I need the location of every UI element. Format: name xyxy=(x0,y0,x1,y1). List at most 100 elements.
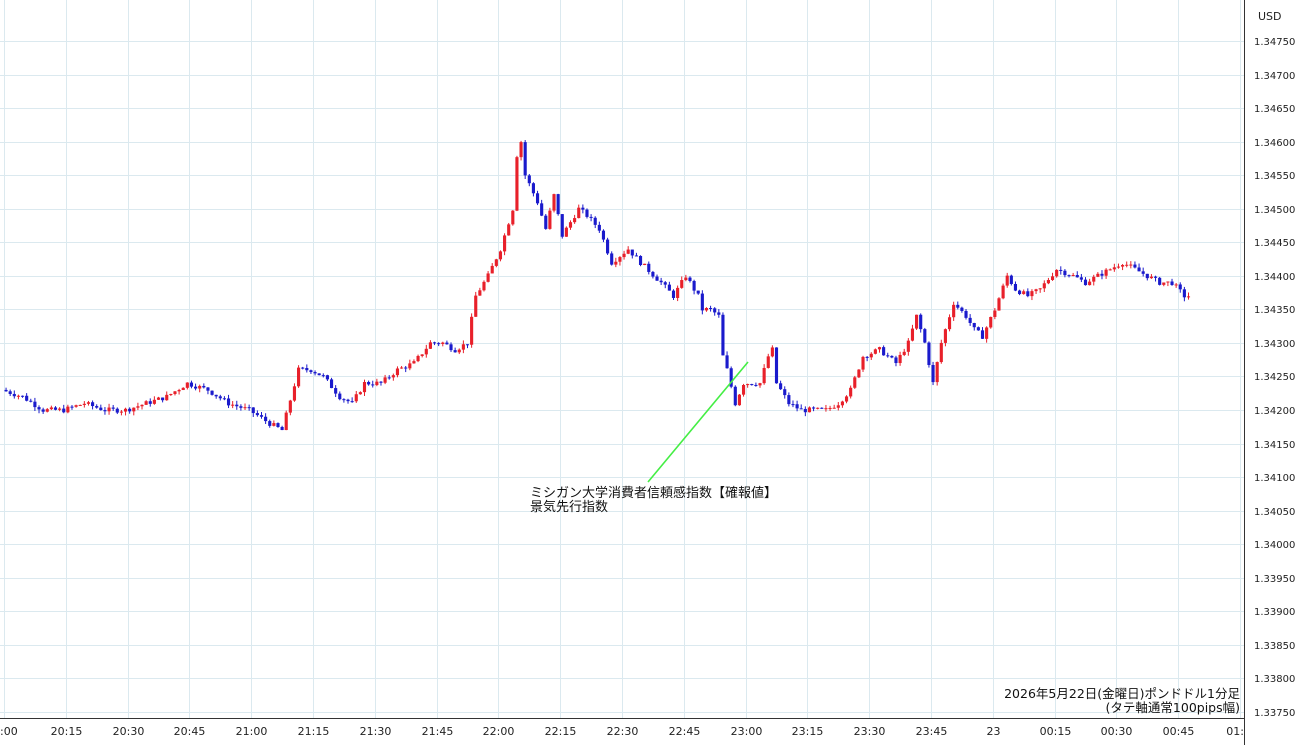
candle-up xyxy=(1005,275,1009,286)
y-tick-label: 1.33750 xyxy=(1254,708,1295,719)
candle-down xyxy=(350,401,354,403)
candle-up xyxy=(840,401,844,406)
candle-up xyxy=(762,367,766,384)
candle-up xyxy=(375,381,379,386)
candle-up xyxy=(1121,265,1125,267)
candle-down xyxy=(62,408,66,413)
candle-down xyxy=(638,255,643,266)
candle-up xyxy=(643,263,647,266)
candle-up xyxy=(997,298,1001,311)
candle-up xyxy=(849,387,853,397)
candle-down xyxy=(754,384,758,386)
candle-down xyxy=(968,317,972,323)
candle-up xyxy=(461,344,465,350)
candle-up xyxy=(935,362,939,383)
candle-down xyxy=(1009,275,1013,284)
candle-up xyxy=(515,157,519,211)
candle-up xyxy=(474,295,478,317)
candle-down xyxy=(53,407,58,410)
candle-down xyxy=(630,249,634,256)
y-tick-label: 1.34450 xyxy=(1254,238,1295,249)
y-tick-label: 1.34200 xyxy=(1254,406,1295,417)
candle-down xyxy=(226,398,231,406)
candle-down xyxy=(8,391,12,394)
candle-down xyxy=(540,203,544,216)
y-tick-label: 1.33850 xyxy=(1254,641,1295,652)
candle-down xyxy=(713,308,717,313)
candle-down xyxy=(321,375,325,377)
candle-down xyxy=(717,312,721,315)
candle-up xyxy=(869,353,873,358)
candle-up xyxy=(58,408,62,410)
candle-up xyxy=(915,314,919,329)
candle-up xyxy=(614,261,618,265)
candle-down xyxy=(601,230,606,240)
candle-down xyxy=(41,409,45,412)
candle-up xyxy=(1125,264,1129,266)
candle-up xyxy=(741,384,746,395)
candle-up xyxy=(156,397,161,400)
candle-down xyxy=(1013,283,1018,291)
candle-down xyxy=(218,396,222,399)
y-tick-label: 1.34100 xyxy=(1254,473,1295,484)
candle-up xyxy=(428,342,432,349)
candle-down xyxy=(1018,290,1022,295)
candle-up xyxy=(231,404,235,406)
candle-up xyxy=(877,347,882,350)
y-tick-label: 1.34700 xyxy=(1254,71,1295,82)
candle-down xyxy=(634,255,638,257)
candle-up xyxy=(482,281,486,291)
candle-down xyxy=(334,388,338,394)
x-tick-label: 01: xyxy=(1226,725,1244,738)
candle-up xyxy=(383,377,387,383)
x-tick-label: 23 xyxy=(987,725,1001,738)
candle-up xyxy=(123,408,128,412)
candle-up xyxy=(853,377,857,388)
candle-down xyxy=(964,310,968,318)
candle-down xyxy=(795,404,799,409)
candle-up xyxy=(844,396,849,402)
candle-down xyxy=(4,389,8,392)
candle-down xyxy=(581,207,585,210)
candle-down xyxy=(202,385,206,388)
candle-up xyxy=(857,369,861,378)
candle-up xyxy=(952,304,956,318)
candle-down xyxy=(449,344,453,351)
candle-up xyxy=(1162,282,1166,285)
candle-down xyxy=(1170,281,1174,285)
candle-up xyxy=(577,207,581,219)
candle-down xyxy=(593,217,597,225)
candle-up xyxy=(173,391,177,394)
candle-down xyxy=(1026,291,1030,297)
candle-down xyxy=(692,280,696,291)
candle-down xyxy=(342,399,346,401)
x-tick-label: 21:45 xyxy=(422,725,454,738)
y-tick-label: 1.34500 xyxy=(1254,205,1295,216)
candle-down xyxy=(919,314,923,330)
chart-caption-line-2: (タテ軸通常100pips幅) xyxy=(1106,700,1240,715)
candle-down xyxy=(585,209,589,217)
candle-up xyxy=(1104,269,1108,276)
candle-up xyxy=(898,354,902,364)
candle-down xyxy=(980,330,985,339)
candle-down xyxy=(239,406,243,408)
candle-down xyxy=(1067,275,1071,277)
candle-up xyxy=(49,407,53,410)
candle-down xyxy=(280,426,284,431)
candle-down xyxy=(923,329,927,343)
candle-down xyxy=(33,401,37,408)
candle-down xyxy=(1083,279,1088,286)
candle-down xyxy=(437,343,441,345)
candle-down xyxy=(886,355,890,357)
candle-down xyxy=(12,393,16,397)
candle-up xyxy=(680,280,684,288)
candle-down xyxy=(589,216,593,218)
y-tick-label: 1.34600 xyxy=(1254,138,1295,149)
candle-up xyxy=(568,222,573,228)
candle-up xyxy=(1001,285,1005,299)
candle-down xyxy=(750,384,754,386)
candle-down xyxy=(70,406,74,408)
candle-down xyxy=(787,395,791,405)
candle-down xyxy=(264,416,268,422)
y-tick-label: 1.34400 xyxy=(1254,272,1295,283)
